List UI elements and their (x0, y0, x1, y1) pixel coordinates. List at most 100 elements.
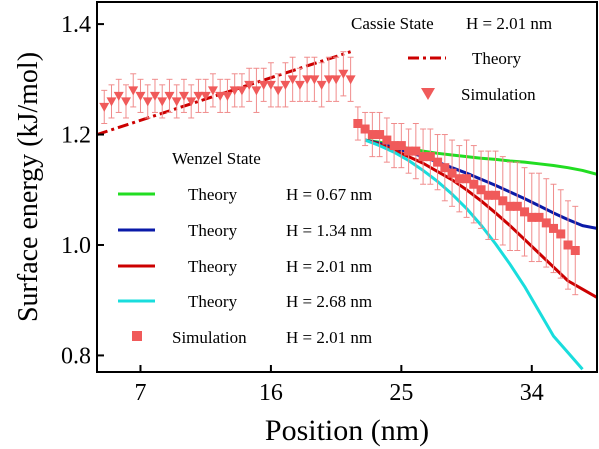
data-point (483, 190, 493, 200)
data-point (556, 229, 566, 239)
data-point (345, 75, 356, 85)
data-point (244, 80, 255, 90)
wenzel-legend-theory-268: Theory (188, 292, 238, 311)
wenzel-legend-theory-201: Theory (188, 257, 238, 276)
wenzel-legend-title: Wenzel State (172, 149, 261, 168)
data-point (404, 146, 414, 156)
data-point (99, 102, 110, 112)
y-tick-label: 1.2 (61, 123, 91, 149)
data-point (164, 91, 175, 101)
data-point (454, 174, 464, 184)
data-point (360, 124, 370, 134)
data-point (265, 80, 276, 90)
wenzel-legend-theory-134: Theory (188, 221, 238, 240)
x-tick-label: 25 (389, 380, 413, 406)
data-point (396, 141, 406, 151)
data-point (527, 212, 537, 222)
wenzel-legend-param-201: H = 2.01 nm (286, 257, 372, 276)
series-wenzel_simulation (353, 106, 580, 296)
data-point (323, 75, 334, 85)
data-point (149, 91, 160, 101)
axes-layer: 7 16 25 34 0.8 1.0 1.2 1.4 (61, 12, 544, 406)
data-point (287, 75, 298, 85)
data-point (469, 179, 479, 189)
data-point (316, 80, 327, 90)
x-tick-label: 7 (134, 380, 146, 406)
data-point (462, 174, 472, 184)
data-point (367, 130, 377, 140)
data-point (171, 97, 182, 107)
series-layer (97, 50, 597, 371)
data-point (520, 207, 530, 217)
cassie-legend-simulation-marker (421, 88, 435, 100)
data-point (512, 201, 522, 211)
data-point (375, 130, 385, 140)
x-axis-label: Position (nm) (265, 414, 429, 447)
y-tick-label: 0.8 (61, 343, 91, 369)
data-point (505, 201, 515, 211)
data-point (425, 152, 435, 162)
data-point (193, 91, 204, 101)
data-point (135, 91, 146, 101)
data-point (258, 80, 269, 90)
data-point (382, 135, 392, 145)
data-point (541, 218, 551, 228)
x-tick-label: 34 (520, 380, 544, 406)
data-point (186, 97, 197, 107)
data-point (120, 97, 131, 107)
wenzel-legend-param-268: H = 2.68 nm (286, 292, 372, 311)
data-point (106, 97, 117, 107)
data-point (338, 69, 349, 79)
data-point (294, 80, 305, 90)
data-point (302, 75, 313, 85)
data-point (142, 97, 153, 107)
data-point (215, 91, 226, 101)
data-point (251, 86, 262, 96)
wenzel-legend-theory-067: Theory (188, 185, 238, 204)
cassie-legend: Cassie State H = 2.01 nm Theory Simulati… (351, 14, 552, 104)
y-tick-label: 1.4 (61, 12, 91, 38)
data-point (447, 168, 457, 178)
data-point (157, 97, 168, 107)
data-point (389, 141, 399, 151)
data-point (570, 246, 580, 256)
series-cassie_simulation (99, 51, 356, 124)
wenzel-legend: Wenzel State Theory H = 0.67 nm Theory H… (118, 149, 372, 347)
data-point (178, 91, 189, 101)
data-point (433, 157, 443, 167)
data-point (128, 86, 139, 96)
y-axis-label: Surface energy (kJ/mol) (13, 52, 44, 322)
data-point (476, 185, 486, 195)
data-point (309, 75, 320, 85)
data-point (200, 91, 211, 101)
cassie-legend-param: H = 2.01 nm (466, 14, 552, 33)
data-point (273, 86, 284, 96)
data-point (491, 190, 501, 200)
data-point (229, 86, 240, 96)
y-tick-label: 1.0 (61, 233, 91, 259)
plot-frame (96, 1, 598, 373)
data-point (534, 212, 544, 222)
cassie-legend-theory-label: Theory (472, 49, 522, 68)
data-point (563, 240, 573, 250)
data-point (331, 75, 342, 85)
wenzel-legend-param-067: H = 0.67 nm (286, 185, 372, 204)
data-point (440, 163, 450, 173)
wenzel-legend-simulation-marker (132, 331, 142, 341)
wenzel-legend-param-134: H = 1.34 nm (286, 221, 372, 240)
x-tick-label: 16 (259, 380, 283, 406)
data-point (411, 146, 421, 156)
wenzel-legend-simulation-param: H = 2.01 nm (286, 328, 372, 347)
data-point (222, 91, 233, 101)
wenzel-legend-simulation-label: Simulation (172, 328, 247, 347)
data-point (280, 80, 291, 90)
data-point (549, 223, 559, 233)
data-point (207, 86, 218, 96)
data-point (353, 118, 363, 128)
cassie-legend-simulation-label: Simulation (461, 85, 536, 104)
data-point (113, 91, 124, 101)
data-point (236, 86, 247, 96)
cassie-legend-title: Cassie State (351, 14, 434, 33)
data-point (418, 152, 428, 162)
